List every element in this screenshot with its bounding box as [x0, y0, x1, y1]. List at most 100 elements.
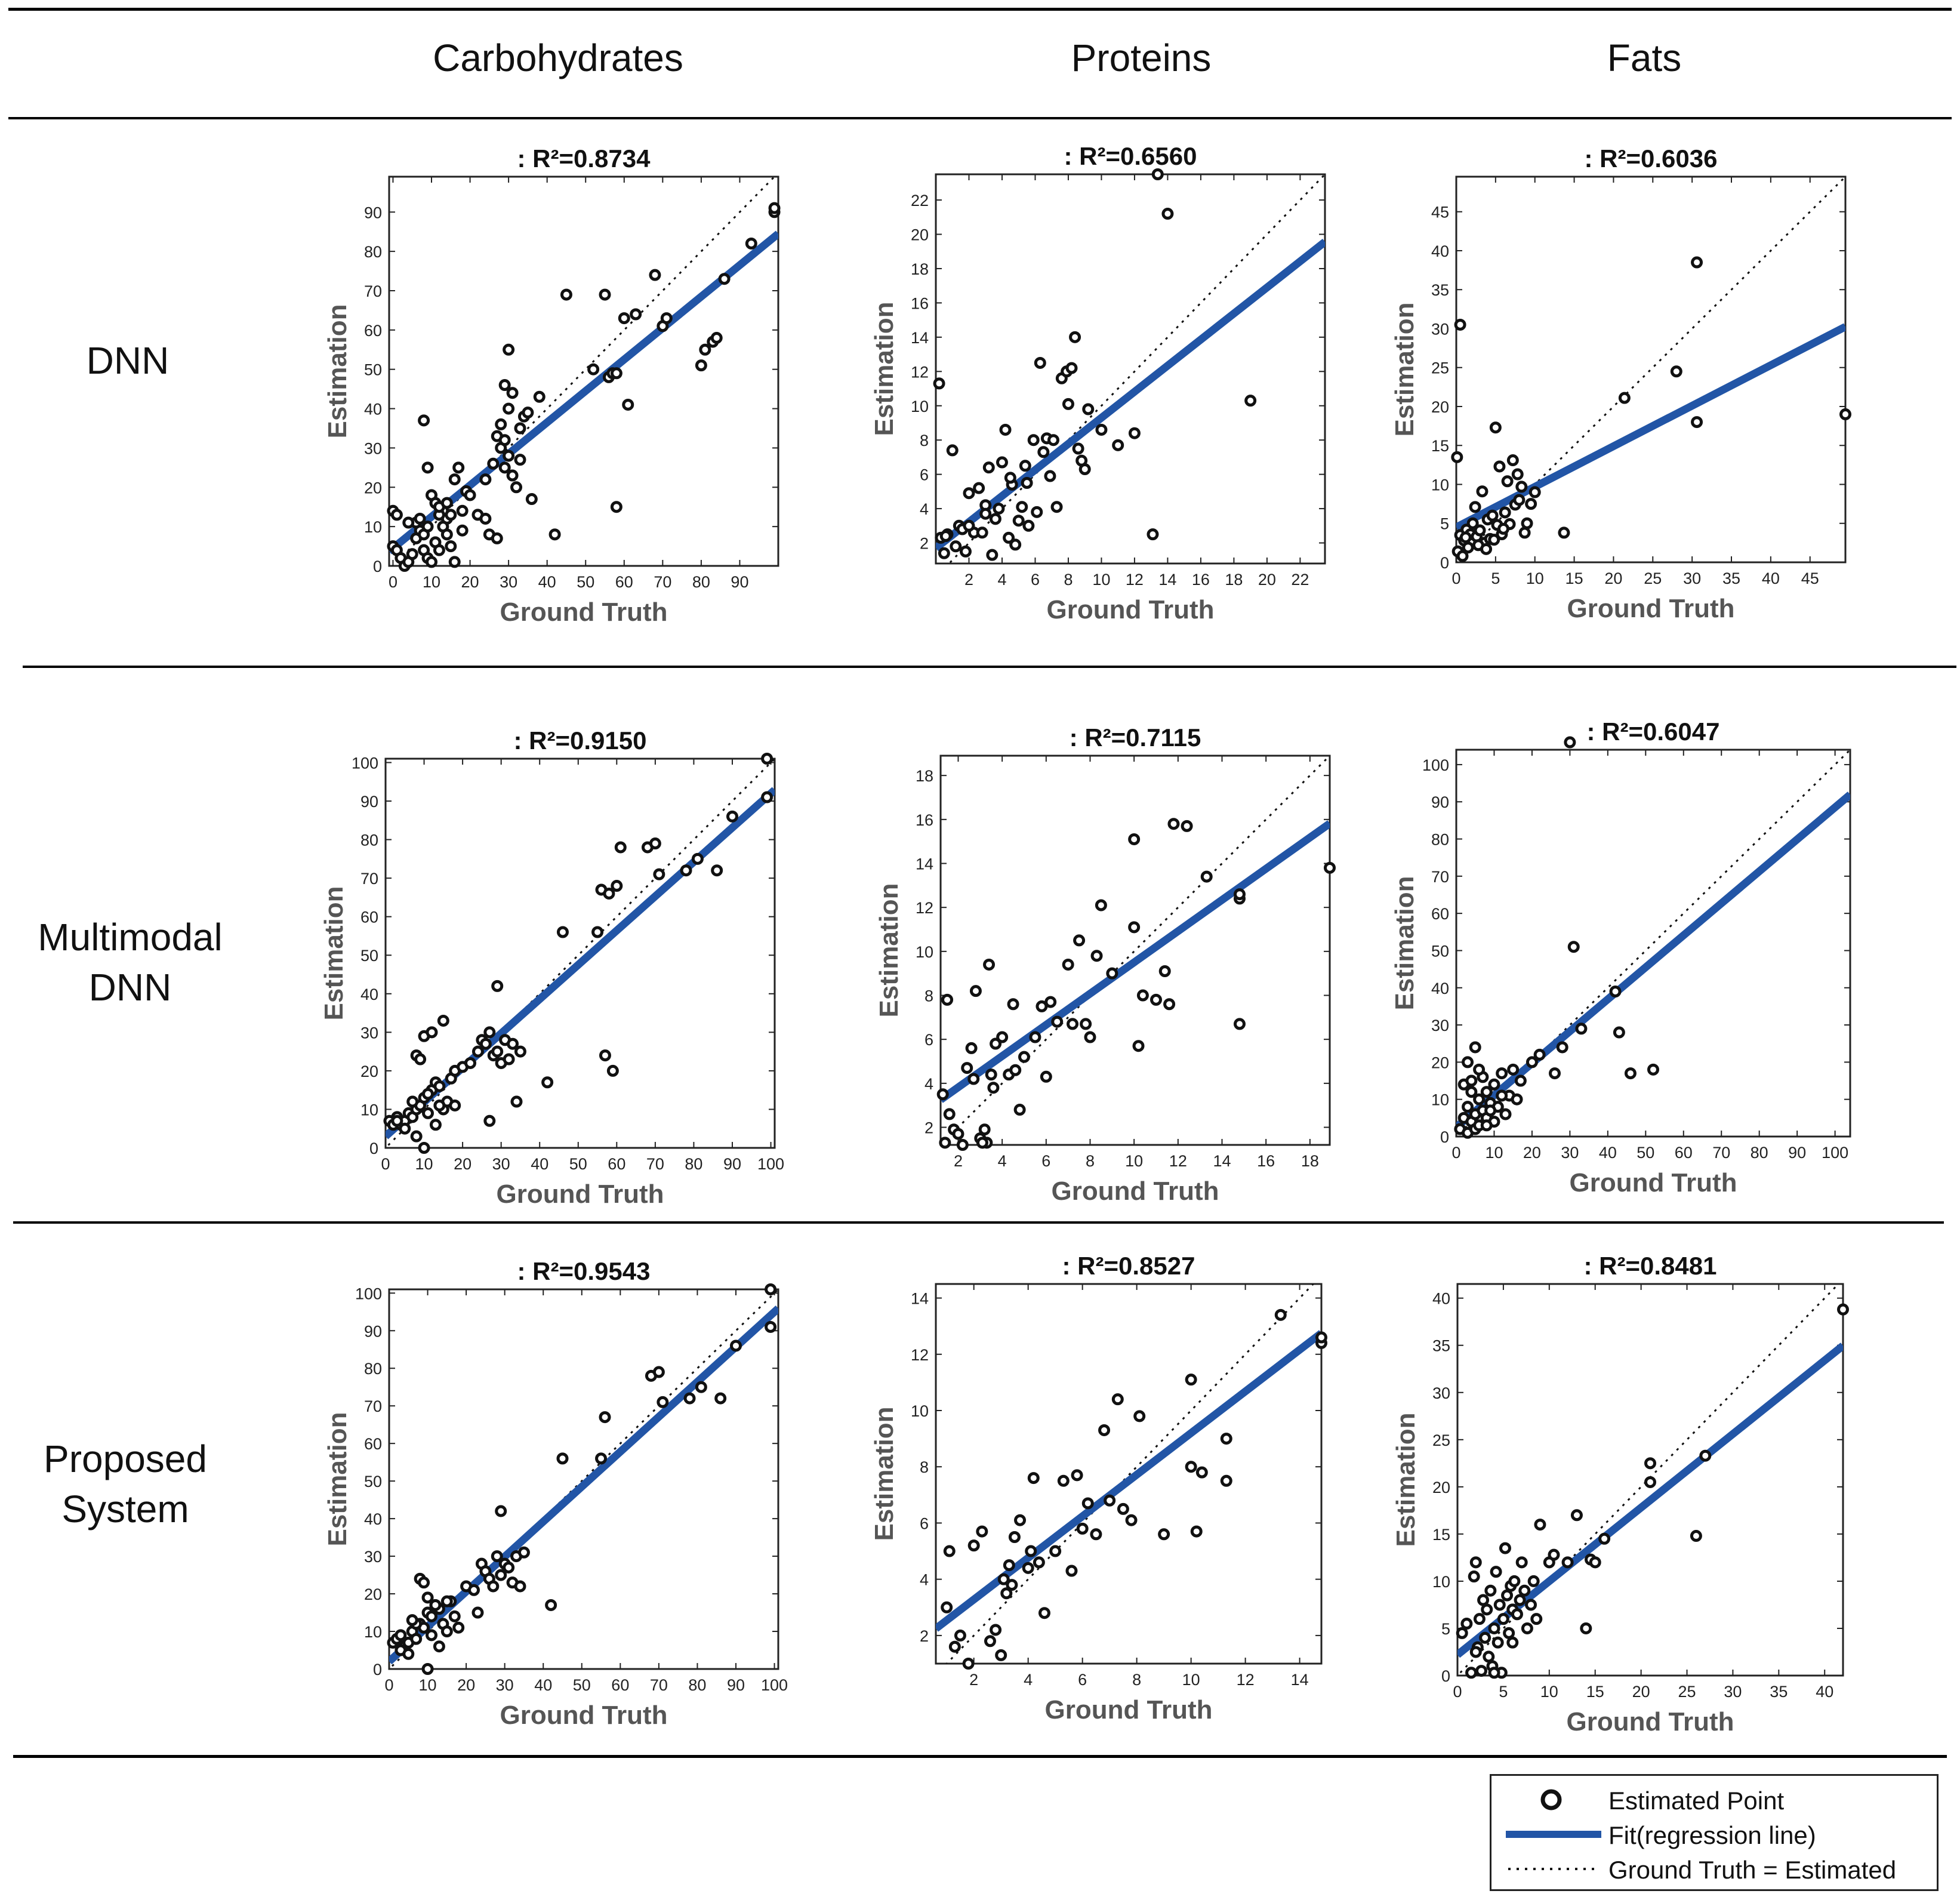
estimated-point [936, 1088, 949, 1101]
estimated-point [491, 980, 504, 992]
y-tick-label: 40 [1431, 980, 1449, 997]
estimated-point [1598, 1532, 1611, 1545]
y-tick-label: 90 [364, 204, 382, 221]
estimated-point [985, 1068, 997, 1081]
estimated-point [714, 1392, 727, 1405]
x-tick-label: 10 [1540, 1683, 1558, 1701]
x-tick-label: 90 [727, 1676, 745, 1694]
estimated-point [1190, 1525, 1203, 1538]
x-tick-label: 40 [1816, 1683, 1833, 1701]
x-tick-label: 10 [423, 573, 440, 591]
x-tick-label: 10 [1182, 1671, 1200, 1689]
estimated-point [969, 985, 982, 997]
estimated-point [1486, 509, 1499, 522]
x-tick-label: 30 [496, 1676, 514, 1694]
estimated-point [1181, 820, 1193, 832]
estimated-point [495, 418, 507, 430]
x-axis-label: Ground Truth [1566, 1707, 1734, 1736]
y-tick-label: 80 [364, 243, 382, 261]
x-tick-label: 6 [1031, 571, 1040, 589]
estimated-point [657, 1396, 669, 1408]
estimated-point [976, 1137, 988, 1149]
estimated-point [1514, 1594, 1526, 1606]
y-tick-label: 12 [911, 363, 929, 381]
estimated-point [1185, 1461, 1197, 1473]
estimated-point [599, 1411, 611, 1424]
y-axis-label: Estimation [1391, 1413, 1420, 1547]
estimated-point [1837, 1303, 1849, 1316]
estimated-point [418, 1576, 430, 1589]
y-tick-label: 5 [1441, 1620, 1450, 1638]
estimated-point [1465, 1074, 1478, 1087]
estimated-point [1037, 446, 1050, 458]
estimated-point [1473, 1613, 1486, 1625]
estimated-point [1158, 1528, 1170, 1541]
estimated-point [1459, 531, 1472, 544]
estimated-point [1475, 1665, 1487, 1677]
estimated-point [1499, 1108, 1512, 1120]
x-tick-label: 35 [1722, 569, 1740, 587]
estimated-point [1147, 528, 1159, 541]
y-tick-label: 30 [1431, 1017, 1449, 1034]
estimated-point [448, 556, 461, 568]
plot-area [936, 174, 1325, 563]
estimated-point [1244, 395, 1257, 407]
y-tick-label: 0 [1440, 1128, 1449, 1146]
estimated-point [471, 1606, 484, 1619]
estimated-point [1047, 434, 1059, 446]
y-tick-label: 6 [920, 466, 929, 484]
estimated-point [426, 1026, 438, 1039]
x-tick-label: 10 [415, 1155, 433, 1173]
estimated-point [418, 1142, 430, 1154]
estimated-point [999, 423, 1012, 436]
estimated-point [402, 1648, 415, 1660]
estimated-point [614, 841, 627, 854]
estimated-point [1609, 986, 1622, 997]
estimated-point [1575, 1023, 1588, 1035]
estimated-point [533, 390, 546, 403]
y-tick-label: 14 [911, 1290, 929, 1308]
estimated-point [943, 1108, 956, 1120]
estimated-point [525, 493, 538, 506]
estimated-point [1469, 501, 1481, 513]
y-tick-label: 18 [916, 767, 933, 785]
estimated-point [422, 1107, 434, 1119]
estimated-point [1497, 1613, 1509, 1625]
regression-fit-line [389, 230, 778, 555]
estimated-point [1161, 208, 1174, 220]
estimated-point [1580, 1622, 1592, 1634]
column-header-fats: Fats [1607, 36, 1682, 79]
y-tick-label: 8 [920, 432, 929, 449]
estimated-point [433, 1080, 446, 1092]
x-tick-label: 45 [1801, 569, 1819, 587]
y-tick-label: 25 [1432, 1431, 1450, 1449]
x-tick-label: 0 [389, 573, 397, 591]
estimated-point [421, 521, 434, 533]
y-tick-label: 2 [924, 1119, 933, 1137]
estimated-point [1009, 1064, 1022, 1076]
estimated-point [503, 402, 515, 415]
estimated-point [1072, 442, 1084, 455]
estimated-point [1525, 498, 1537, 510]
x-tick-label: 30 [1561, 1144, 1579, 1162]
estimated-point [1644, 1457, 1656, 1470]
x-tick-label: 0 [381, 1155, 390, 1173]
estimated-point [1025, 1545, 1037, 1557]
estimated-point [1009, 538, 1022, 551]
plot-title: : R²=0.9150 [514, 726, 647, 755]
estimated-point [962, 1658, 975, 1670]
estimated-point [456, 524, 469, 537]
x-tick-label: 80 [685, 1155, 702, 1173]
y-tick-label: 20 [364, 479, 382, 497]
estimated-point [1548, 1548, 1560, 1561]
plot-area [1456, 750, 1850, 1137]
y-tick-label: 80 [360, 832, 378, 849]
estimated-point [765, 1320, 777, 1333]
estimated-point [1570, 1509, 1583, 1522]
x-tick-label: 20 [1604, 569, 1622, 587]
plot-title: : R²=0.9543 [517, 1257, 651, 1285]
estimated-point [950, 540, 962, 553]
x-axis-label: Ground Truth [1044, 1695, 1212, 1725]
y-tick-label: 10 [1431, 476, 1449, 494]
x-tick-label: 30 [492, 1155, 510, 1173]
